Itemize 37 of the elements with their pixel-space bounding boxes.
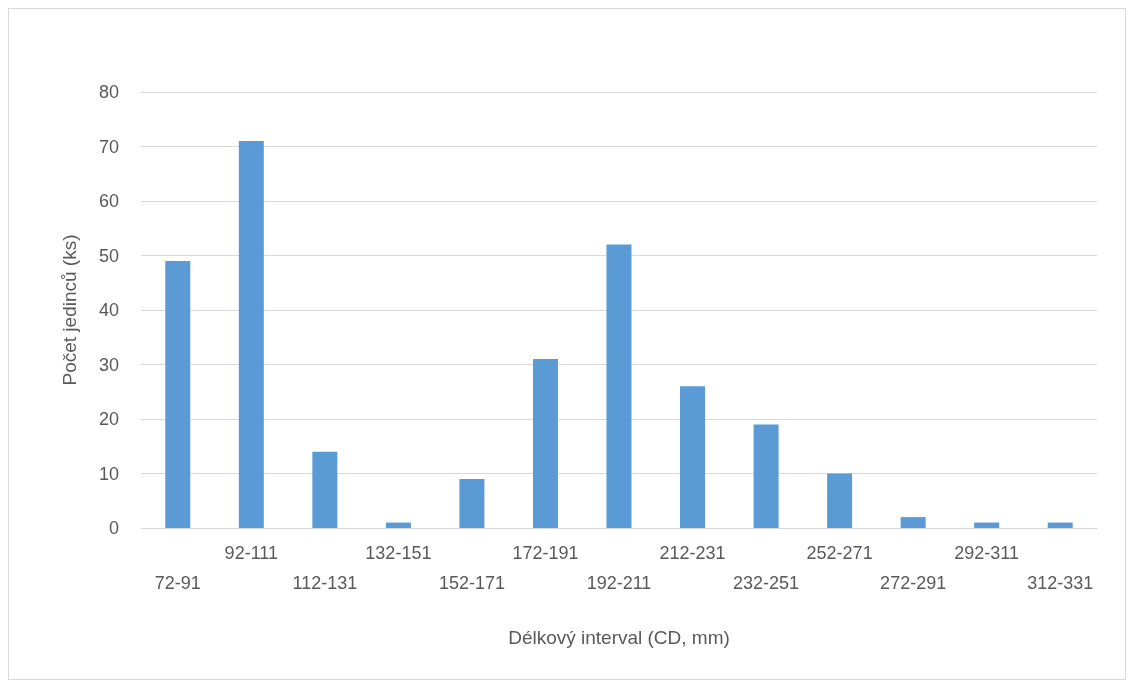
bar	[459, 478, 485, 528]
bar	[753, 424, 779, 528]
x-tick-label: 212-231	[659, 543, 726, 563]
x-tick-label: 72-91	[154, 573, 201, 593]
bar	[680, 386, 706, 528]
bar	[532, 359, 558, 528]
x-tick-label: 152-171	[438, 573, 505, 593]
y-tick-label: 0	[108, 518, 119, 538]
y-tick-label: 30	[98, 354, 119, 375]
x-tick-label: 92-111	[224, 543, 278, 563]
y-tick-label: 50	[98, 245, 119, 266]
y-tick-label: 10	[98, 463, 119, 484]
bar	[974, 522, 1000, 528]
y-tick-label: 70	[98, 136, 119, 157]
y-tick-label: 80	[98, 82, 119, 102]
bar	[238, 141, 264, 528]
x-tick-label: 252-271	[806, 543, 873, 563]
y-axis-title: Počet jedinců (ks)	[59, 234, 80, 386]
bar	[900, 517, 926, 528]
y-tick-label: 40	[98, 300, 119, 320]
x-tick-label: 292-311	[954, 543, 1020, 563]
bar	[312, 451, 338, 528]
bar	[385, 522, 411, 528]
x-axis-title: Délkový interval (CD, mm)	[508, 627, 730, 648]
y-tick-label: 60	[98, 191, 119, 211]
bar	[165, 260, 191, 528]
x-tick-label: 312-331	[1027, 573, 1094, 593]
x-tick-label: 172-191	[512, 543, 579, 563]
x-tick-label: 192-211	[586, 573, 652, 593]
y-tick-label: 20	[98, 409, 119, 429]
x-tick-label: 272-291	[880, 573, 947, 593]
x-tick-label: 112-131	[292, 573, 358, 593]
x-tick-label: 132-151	[365, 543, 432, 563]
bar	[606, 244, 632, 528]
bar	[827, 473, 853, 528]
bar	[1047, 522, 1073, 528]
x-tick-label: 232-251	[733, 573, 800, 593]
